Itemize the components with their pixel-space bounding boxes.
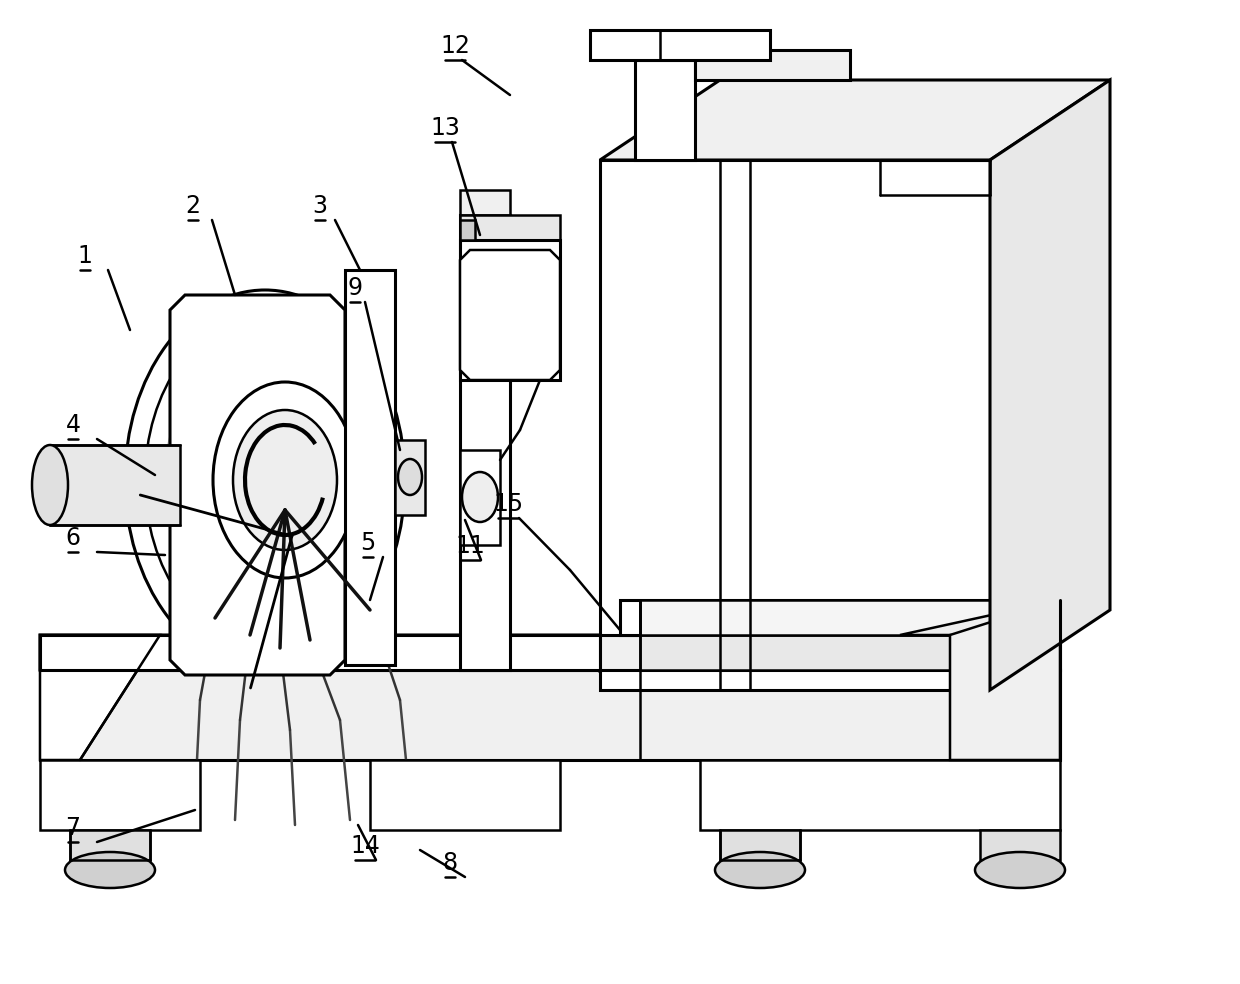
Polygon shape	[460, 250, 560, 380]
Polygon shape	[460, 290, 490, 340]
Polygon shape	[620, 600, 1060, 635]
Polygon shape	[640, 635, 1060, 670]
Polygon shape	[396, 440, 425, 515]
Polygon shape	[701, 760, 1060, 830]
Text: 14: 14	[350, 834, 379, 858]
Polygon shape	[345, 270, 396, 665]
Polygon shape	[460, 450, 500, 545]
Polygon shape	[69, 830, 150, 860]
Polygon shape	[900, 600, 1060, 635]
Polygon shape	[635, 60, 694, 160]
Text: 7: 7	[66, 816, 81, 840]
Ellipse shape	[213, 382, 357, 578]
Polygon shape	[720, 830, 800, 860]
Ellipse shape	[125, 290, 405, 670]
Text: 4: 4	[66, 413, 81, 437]
Polygon shape	[460, 190, 510, 215]
Polygon shape	[640, 600, 1060, 635]
Ellipse shape	[715, 852, 805, 888]
Ellipse shape	[64, 852, 155, 888]
Text: 3: 3	[312, 194, 327, 218]
Text: 5: 5	[361, 531, 376, 555]
Polygon shape	[600, 635, 1060, 670]
Text: 12: 12	[440, 34, 470, 58]
Polygon shape	[170, 295, 345, 675]
Text: 9: 9	[347, 276, 362, 300]
Text: 15: 15	[494, 492, 523, 516]
Polygon shape	[600, 80, 1110, 160]
Polygon shape	[50, 445, 180, 525]
Ellipse shape	[463, 472, 498, 522]
Polygon shape	[40, 635, 600, 670]
Polygon shape	[694, 50, 849, 80]
Polygon shape	[460, 220, 475, 240]
Ellipse shape	[233, 410, 337, 550]
Polygon shape	[40, 635, 1060, 670]
Polygon shape	[40, 670, 1060, 760]
Text: 2: 2	[186, 194, 201, 218]
Text: 13: 13	[430, 116, 460, 140]
Text: 8: 8	[443, 851, 458, 875]
Polygon shape	[600, 160, 990, 690]
Polygon shape	[990, 80, 1110, 690]
Polygon shape	[460, 240, 560, 380]
Polygon shape	[980, 830, 1060, 860]
Polygon shape	[460, 215, 510, 670]
Polygon shape	[950, 600, 1060, 760]
Polygon shape	[40, 760, 200, 830]
Ellipse shape	[398, 459, 422, 495]
Polygon shape	[370, 760, 560, 830]
Ellipse shape	[32, 445, 68, 525]
Polygon shape	[460, 215, 560, 240]
Text: 1: 1	[78, 244, 93, 268]
Polygon shape	[590, 30, 770, 60]
Text: 11: 11	[455, 534, 485, 558]
Polygon shape	[40, 635, 160, 760]
Text: 6: 6	[66, 526, 81, 550]
Ellipse shape	[975, 852, 1065, 888]
